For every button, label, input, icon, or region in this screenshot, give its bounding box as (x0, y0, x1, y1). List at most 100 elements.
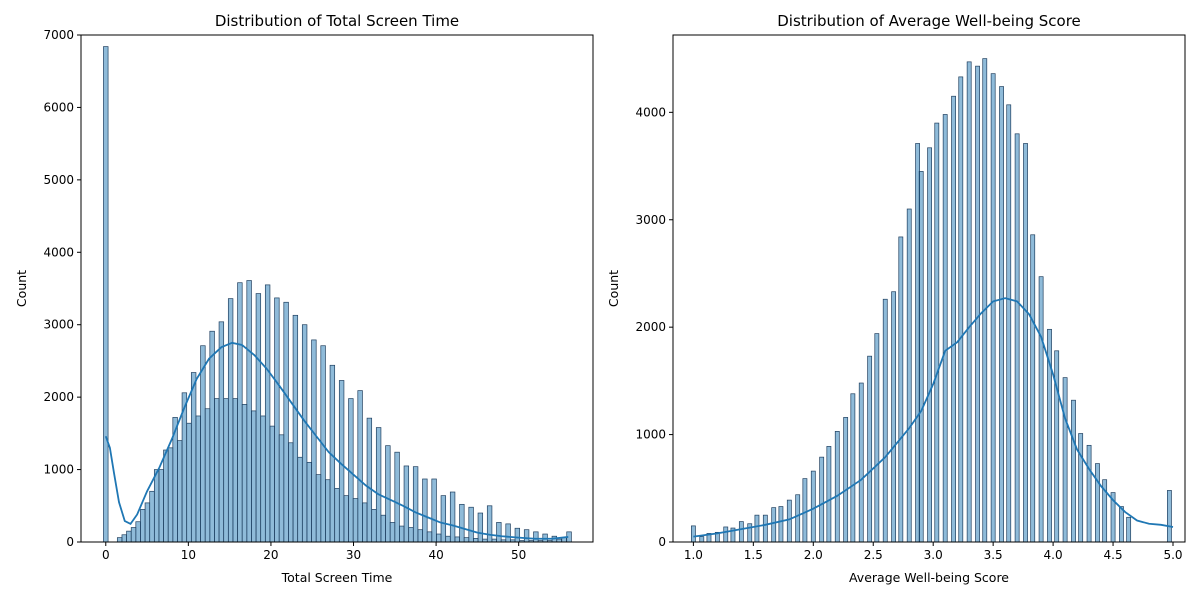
histogram-bar (445, 535, 451, 543)
histogram-bar (338, 380, 345, 543)
histogram-bar (204, 408, 211, 543)
histogram-bar (417, 529, 423, 543)
histogram-bar (738, 521, 744, 543)
histogram-bar (1126, 516, 1132, 543)
histogram-bar (891, 291, 897, 543)
screen-time-histogram-panel: 0 10 20 30 40 50 0 1000 2000 3000 4000 5000 6000 7000… (14, 12, 594, 585)
histogram-bar (255, 293, 262, 543)
histogram-bar (690, 525, 696, 543)
histogram-bar (699, 536, 705, 543)
histogram-bar (195, 415, 201, 543)
plot-frame (672, 34, 1186, 543)
histogram-bar (269, 425, 275, 543)
histogram-bar (278, 434, 285, 543)
histogram-bar (260, 415, 266, 543)
histogram-bar (343, 495, 349, 543)
histogram-bar (426, 531, 433, 543)
histogram-bar (843, 417, 849, 543)
histogram-bar (1071, 399, 1076, 543)
histogram-bar (283, 301, 289, 543)
histogram-bar (130, 527, 137, 543)
y-tick-label: 4000 (635, 105, 666, 119)
histogram-bar (463, 537, 470, 543)
histogram-bar (181, 392, 188, 543)
x-axis-label: Total Screen Time (281, 570, 393, 585)
histogram-bar (468, 506, 474, 543)
histogram-bar (723, 526, 729, 543)
x-tick-label: 1.0 (684, 548, 703, 562)
histogram-bar (190, 372, 197, 543)
histogram-bar (906, 208, 912, 543)
y-axis-label: Count (606, 270, 621, 307)
histogram-bar (1062, 377, 1068, 543)
histogram-bar (297, 456, 303, 543)
histogram-bar (850, 393, 856, 543)
histogram-bar (477, 512, 484, 543)
histogram-bar (1014, 133, 1020, 543)
histogram-bar (223, 398, 229, 543)
histogram-bar (1086, 444, 1092, 543)
kde-line (693, 297, 1174, 538)
histogram-bar (394, 451, 400, 543)
histogram-bar (431, 478, 437, 543)
y-tick-label: 7000 (43, 28, 74, 42)
histogram-bar (251, 410, 257, 543)
histogram-bar (144, 502, 151, 543)
histogram-bar (942, 114, 948, 543)
histogram-bar (514, 527, 521, 543)
histogram-bar (867, 355, 873, 543)
histogram-bar (826, 446, 832, 543)
histogram-bar (408, 527, 414, 543)
histogram-bar (177, 440, 183, 543)
histogram-bar (459, 503, 465, 543)
histogram-bar (380, 514, 386, 543)
histogram-bar (292, 314, 299, 543)
histogram-bar (918, 171, 924, 543)
histogram-bar (1078, 433, 1084, 543)
histogram-bar (990, 73, 996, 543)
histogram-bars (690, 58, 1172, 543)
histogram-bar (486, 505, 493, 543)
histogram-bar (449, 491, 456, 543)
histogram-bar (412, 466, 419, 543)
histogram-bar (1038, 276, 1044, 543)
y-tick-label: 0 (66, 535, 74, 549)
histogram-bar (966, 61, 972, 543)
histogram-bar (186, 422, 192, 543)
histogram-bar (982, 58, 988, 543)
histogram-bar (140, 509, 146, 543)
histogram-bar (934, 122, 940, 543)
histogram-bar (311, 339, 317, 543)
x-tick-label: 4.5 (1104, 548, 1123, 562)
histogram-bar (874, 333, 880, 543)
histogram-bar (163, 449, 169, 543)
histogram-bar (786, 499, 792, 543)
y-tick-label: 3000 (635, 213, 666, 227)
histogram-bar (778, 506, 784, 543)
histogram-bar (209, 330, 215, 543)
plot-frame (80, 34, 594, 543)
histogram-bar (858, 382, 864, 543)
histogram-bar (214, 398, 220, 543)
x-tick-label: 50 (511, 548, 526, 562)
histogram-bar (167, 447, 174, 543)
histogram-bar (315, 474, 322, 543)
histogram-bar (771, 507, 777, 543)
x-tick-label: 4.0 (1044, 548, 1063, 562)
histogram-bar (334, 488, 340, 543)
y-tick-label: 3000 (43, 318, 74, 332)
histogram-bar (436, 533, 442, 543)
x-tick-label: 30 (346, 548, 361, 562)
histogram-bar (898, 236, 904, 543)
histogram-bar (496, 522, 502, 543)
histogram-bar (754, 514, 760, 543)
y-tick-label: 1000 (43, 463, 74, 477)
chart-title: Distribution of Average Well-being Score (777, 12, 1081, 30)
x-tick-label: 2.5 (864, 548, 883, 562)
x-tick-label: 1.5 (744, 548, 763, 562)
y-tick-label: 2000 (43, 390, 74, 404)
x-tick-label: 5.0 (1163, 548, 1182, 562)
histogram-bar (121, 534, 127, 543)
histogram-bar (218, 321, 225, 543)
